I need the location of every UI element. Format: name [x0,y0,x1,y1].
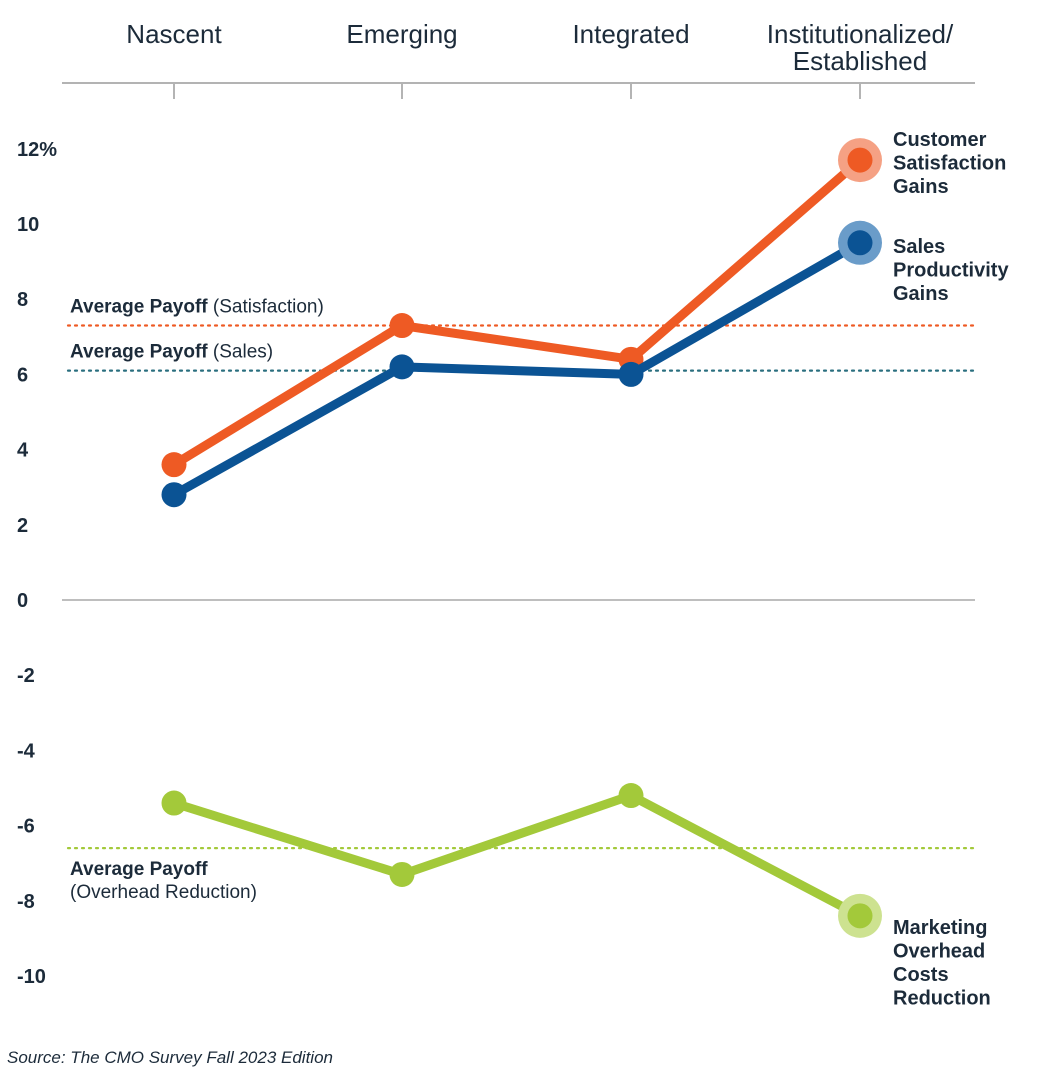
y-tick-label: 12% [17,139,57,161]
series-label-line: Customer [893,129,987,151]
stage-label-line: Established [793,46,927,76]
series-label-line: Satisfaction [893,153,1006,175]
data-point-satisfaction [161,452,187,478]
series-label-line: Reduction [893,988,991,1010]
stage-label-line: Integrated [572,19,689,49]
average-label-normal: (Sales) [213,342,273,363]
series-line-satisfaction [169,155,865,470]
line-chart: Nascent Emerging Integrated Institutionaliz… [17,19,1009,1010]
y-tick-label: -8 [17,891,35,913]
data-point-sales [618,361,644,387]
data-point-sales [389,354,415,380]
data-point-satisfaction [389,313,415,339]
y-tick-label: -6 [17,816,35,838]
stage-header: Nascent Emerging Integrated Institutionaliz… [62,19,975,99]
data-point-overhead [847,903,873,929]
series-label-overhead: Marketing Overhead Costs Reduction [893,917,991,1010]
series-label-line: Overhead [893,941,985,963]
data-point-overhead [161,790,187,816]
stage-label-line: Institutionalized/ [767,19,954,49]
series-line-overhead [169,791,865,921]
data-point-sales [161,482,187,508]
series-line-sales [169,238,865,500]
average-label-normal: (Overhead Reduction) [70,882,257,903]
series-label-line: Gains [893,176,949,198]
y-tick-label: 10 [17,214,39,236]
average-label-bold: Average Payoff [70,859,208,880]
stage-label-1: Emerging [346,19,457,49]
average-label-bold: Average Payoff [70,297,213,318]
y-tick-label: 8 [17,289,28,311]
y-tick-label: 0 [17,590,28,612]
source-note: Source: The CMO Survey Fall 2023 Edition [7,1048,333,1067]
average-label-bold: Average Payoff [70,342,213,363]
series-label-line: Productivity [893,260,1009,282]
y-tick-label: -2 [17,665,35,687]
series-label-line: Gains [893,283,949,305]
y-axis: 12% 10 8 6 4 2 0 -2 -4 -6 -8 -10 [17,139,975,988]
stage-label-line: Nascent [126,19,222,49]
stage-label-line: Emerging [346,19,457,49]
data-point-satisfaction [847,147,873,173]
y-tick-label: 2 [17,515,28,537]
y-tick-label: 4 [17,440,29,462]
series-label-line: Costs [893,964,949,986]
average-lines: Average Payoff (Satisfaction)Average Pay… [66,297,977,903]
average-label-sales: Average Payoff (Sales) [70,342,273,363]
stage-label-2: Integrated [572,19,689,49]
y-tick-label: -10 [17,966,46,988]
data-point-overhead [618,783,644,809]
series-label-satisfaction: Customer Satisfaction Gains [893,129,1006,198]
average-label-satisfaction: Average Payoff (Satisfaction) [70,297,324,318]
data-point-sales [847,230,873,256]
average-label-normal: (Satisfaction) [213,297,324,318]
stage-label-0: Nascent [126,19,222,49]
y-tick-label: -4 [17,740,36,762]
series-label-sales: Sales Productivity Gains [893,236,1009,305]
stage-label-3: Institutionalized/Established [767,19,954,76]
series-label-line: Marketing [893,917,987,939]
data-point-overhead [389,861,415,887]
series-lines [161,138,882,938]
y-tick-label: 6 [17,364,28,386]
series-label-line: Sales [893,236,945,258]
